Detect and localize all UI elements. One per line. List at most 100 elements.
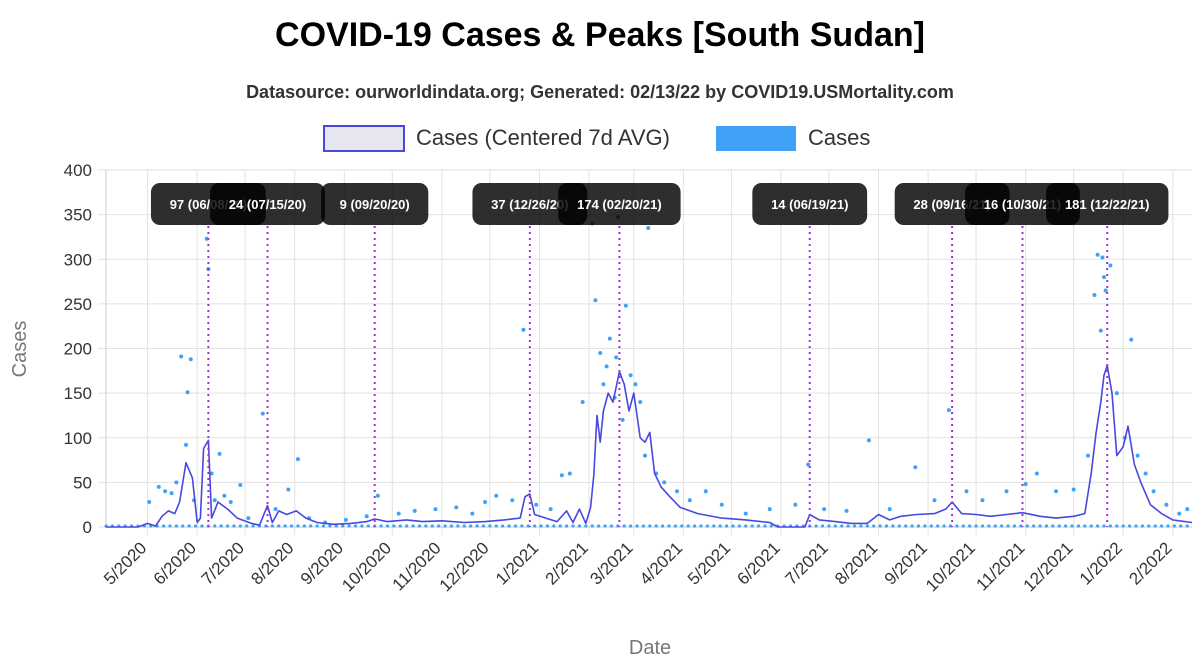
cases-point[interactable] <box>865 524 869 528</box>
cases-point[interactable] <box>1151 489 1156 494</box>
cases-point[interactable] <box>181 524 185 528</box>
cases-point[interactable] <box>392 524 396 528</box>
cases-point[interactable] <box>974 524 978 528</box>
cases-point[interactable] <box>168 524 172 528</box>
cases-point[interactable] <box>607 336 612 341</box>
cases-point[interactable] <box>360 524 364 528</box>
cases-point[interactable] <box>703 489 708 494</box>
cases-point[interactable] <box>916 524 921 528</box>
cases-point[interactable] <box>470 511 475 516</box>
cases-point[interactable] <box>929 524 933 528</box>
cases-point[interactable] <box>559 473 564 478</box>
cases-point[interactable] <box>686 524 690 528</box>
cases-point[interactable] <box>296 524 300 528</box>
cases-point[interactable] <box>719 502 724 507</box>
cases-point[interactable] <box>987 524 991 528</box>
cases-point[interactable] <box>699 524 703 528</box>
cases-point[interactable] <box>510 498 515 503</box>
cases-point[interactable] <box>942 524 946 528</box>
cases-point[interactable] <box>633 382 638 387</box>
cases-point[interactable] <box>705 524 709 528</box>
cases-point[interactable] <box>1057 524 1061 528</box>
cases-point[interactable] <box>219 524 223 528</box>
legend-label-avg[interactable]: Cases (Centered 7d AVG) <box>416 125 670 150</box>
cases-point[interactable] <box>597 524 601 528</box>
cases-point[interactable] <box>1102 275 1107 280</box>
cases-point[interactable] <box>1038 524 1042 528</box>
cases-point[interactable] <box>488 524 492 528</box>
cases-point[interactable] <box>884 524 889 528</box>
cases-point[interactable] <box>193 524 198 528</box>
cases-point[interactable] <box>1134 524 1138 528</box>
cases-point[interactable] <box>737 524 741 528</box>
cases-point[interactable] <box>169 491 174 496</box>
cases-point[interactable] <box>1164 502 1169 507</box>
cases-point[interactable] <box>501 524 505 528</box>
cases-point[interactable] <box>955 524 959 528</box>
cases-point[interactable] <box>601 382 606 387</box>
cases-point[interactable] <box>200 524 204 528</box>
legend-swatch-avg[interactable] <box>323 125 405 152</box>
cases-point[interactable] <box>364 514 369 519</box>
cases-point[interactable] <box>1095 252 1100 257</box>
cases-point[interactable] <box>980 524 985 528</box>
cases-point[interactable] <box>213 524 217 528</box>
cases-point[interactable] <box>1023 482 1028 487</box>
cases-point[interactable] <box>1004 489 1009 494</box>
cases-point[interactable] <box>385 524 390 528</box>
cases-point[interactable] <box>412 508 417 513</box>
cases-point[interactable] <box>396 511 401 516</box>
cases-point[interactable] <box>593 298 598 303</box>
cases-point[interactable] <box>161 524 166 528</box>
cases-point[interactable] <box>913 465 918 470</box>
cases-point[interactable] <box>891 524 895 528</box>
cases-point[interactable] <box>1160 524 1164 528</box>
cases-point[interactable] <box>456 524 460 528</box>
cases-point[interactable] <box>343 517 348 522</box>
cases-point[interactable] <box>156 484 161 489</box>
cases-point[interactable] <box>212 498 217 503</box>
cases-point[interactable] <box>1034 471 1039 476</box>
cases-point[interactable] <box>545 524 550 528</box>
cases-point[interactable] <box>609 524 614 528</box>
cases-point[interactable] <box>260 411 265 416</box>
cases-point[interactable] <box>680 524 684 528</box>
cases-point[interactable] <box>1092 292 1097 297</box>
cases-point[interactable] <box>379 524 383 528</box>
cases-point[interactable] <box>558 524 562 528</box>
cases-point[interactable] <box>904 524 908 528</box>
cases-point[interactable] <box>667 524 671 528</box>
cases-point[interactable] <box>513 524 518 528</box>
cases-point[interactable] <box>629 524 633 528</box>
cases-point[interactable] <box>228 500 233 505</box>
cases-point[interactable] <box>692 524 697 528</box>
cases-point[interactable] <box>577 524 582 528</box>
cases-point[interactable] <box>731 524 735 528</box>
cases-point[interactable] <box>217 451 222 456</box>
cases-point[interactable] <box>662 480 667 485</box>
cases-point[interactable] <box>1070 524 1074 528</box>
cases-point[interactable] <box>646 226 651 231</box>
cases-point[interactable] <box>744 524 748 528</box>
cases-point[interactable] <box>341 524 345 528</box>
cases-point[interactable] <box>1114 391 1119 396</box>
cases-point[interactable] <box>183 442 188 447</box>
cases-point[interactable] <box>375 493 380 498</box>
cases-point[interactable] <box>1153 524 1157 528</box>
cases-point[interactable] <box>635 524 639 528</box>
cases-point[interactable] <box>286 487 291 492</box>
cases-point[interactable] <box>767 507 772 512</box>
cases-point[interactable] <box>507 524 511 528</box>
cases-point[interactable] <box>328 524 332 528</box>
cases-point[interactable] <box>321 524 326 528</box>
cases-point[interactable] <box>590 524 594 528</box>
cases-point[interactable] <box>756 524 761 528</box>
cases-point[interactable] <box>1032 524 1036 528</box>
cases-point[interactable] <box>968 524 972 528</box>
cases-point[interactable] <box>1044 524 1049 528</box>
cases-point[interactable] <box>295 457 300 462</box>
cases-point[interactable] <box>654 524 658 528</box>
cases-point[interactable] <box>245 524 249 528</box>
cases-point[interactable] <box>1086 453 1091 458</box>
cases-point[interactable] <box>251 524 255 528</box>
